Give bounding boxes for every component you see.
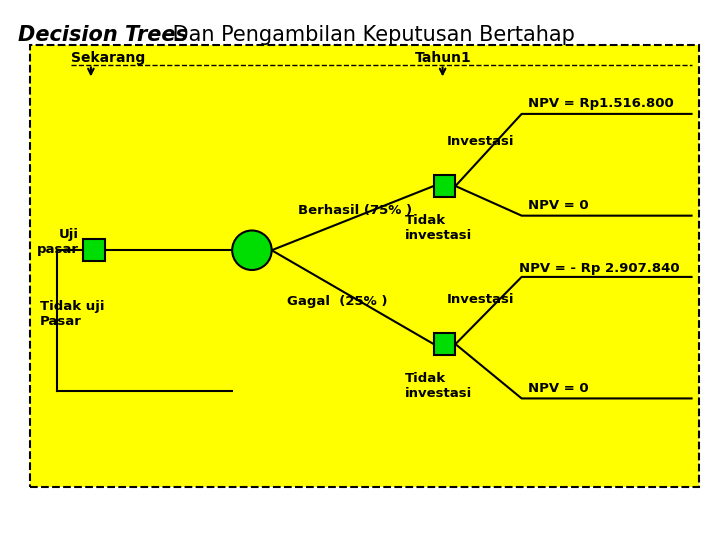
Text: NPV = - Rp 2.907.840: NPV = - Rp 2.907.840 [518, 261, 679, 274]
Bar [433, 175, 456, 197]
Text: NPV = 0: NPV = 0 [528, 382, 588, 395]
Text: Investasi: Investasi [446, 293, 514, 306]
Text: Investasi: Investasi [446, 135, 514, 148]
Text: Tidak
investasi: Tidak investasi [405, 214, 472, 242]
Text: Tahun1: Tahun1 [415, 51, 472, 65]
Text: Tidak
investasi: Tidak investasi [405, 372, 472, 400]
Text: Uji
pasar: Uji pasar [37, 228, 79, 256]
Bar [83, 239, 104, 261]
Text: Dan Pengambilan Keputusan Bertahap: Dan Pengambilan Keputusan Bertahap [166, 25, 575, 45]
Text: Sekarang: Sekarang [71, 51, 145, 65]
Bar [30, 45, 699, 487]
Text: Tidak uji
Pasar: Tidak uji Pasar [40, 300, 104, 328]
Text: Gagal  (25% ): Gagal (25% ) [287, 295, 387, 308]
Text: Decision Trees: Decision Trees [18, 25, 188, 45]
Text: Berhasil (75% ): Berhasil (75% ) [298, 204, 413, 217]
Text: NPV = 0: NPV = 0 [528, 199, 588, 212]
Bar [433, 333, 456, 355]
Text: NPV = Rp1.516.800: NPV = Rp1.516.800 [528, 97, 673, 110]
Circle shape [232, 231, 271, 270]
